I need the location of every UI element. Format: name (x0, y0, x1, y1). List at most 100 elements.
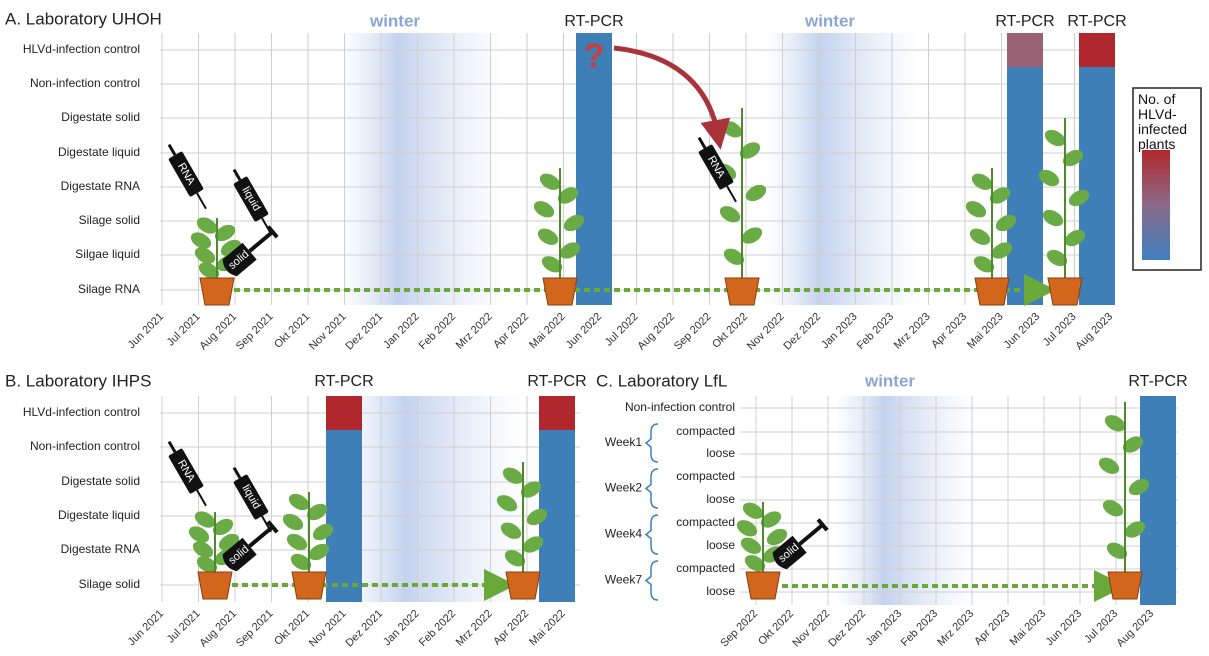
legend-gradient (1142, 150, 1170, 260)
rt-pcr-label: RT-PCR (1067, 13, 1126, 30)
row-label: compacted (676, 515, 735, 529)
row-label: Silage solid (79, 577, 140, 591)
pot (975, 278, 1009, 305)
pcr-bar-segment (539, 396, 575, 430)
month-label: Mai 2023 (965, 311, 1005, 351)
winter-band (765, 33, 920, 305)
leaf (963, 198, 989, 221)
syringe: RNA (692, 134, 743, 206)
month-label: Sep 2021 (234, 311, 276, 353)
row-label: loose (706, 538, 735, 552)
rt-pcr-label: RT-PCR (314, 373, 373, 390)
rt-pcr-label: RT-PCR (1128, 373, 1187, 390)
leaf (1104, 539, 1130, 562)
pot (292, 572, 326, 599)
rt-pcr-label: RT-PCR (995, 13, 1054, 30)
shovel-handle (250, 527, 273, 546)
winter-label: winter (804, 11, 855, 30)
row-label: Silgae liquid (75, 247, 140, 261)
month-label: Dez 2022 (826, 608, 868, 650)
month-label: Aug 2021 (197, 311, 239, 353)
figure: A. Laboratory UHOHwinterwinterJun 2021Ju… (0, 0, 1209, 656)
row-label: Digestate solid (61, 110, 140, 124)
month-label: Apr 2023 (929, 311, 969, 351)
leaf (738, 534, 764, 557)
month-label: Mai 2023 (1008, 608, 1048, 648)
month-label: Apr 2022 (491, 608, 531, 648)
month-label: Jul 2022 (603, 311, 641, 349)
month-label: Mrz 2022 (454, 311, 495, 352)
pcr-bar-segment (1140, 396, 1176, 605)
month-label: Mai 2022 (527, 608, 567, 648)
month-label: Feb 2022 (417, 608, 458, 649)
month-label: Jan 2023 (864, 608, 904, 648)
month-label: Sep 2022 (672, 311, 714, 353)
pot (746, 572, 780, 599)
month-label: Jul 2023 (1041, 311, 1079, 349)
leaf (737, 139, 763, 162)
row-label: compacted (676, 561, 735, 575)
month-label: Feb 2023 (855, 311, 896, 352)
panel-title: B. Laboratory IHPS (5, 371, 151, 390)
leaf (717, 203, 743, 226)
row-label: Digestate RNA (61, 542, 140, 556)
pcr-bar-segment (1079, 67, 1115, 305)
pot (1108, 572, 1142, 599)
shovel-handle (250, 232, 273, 251)
winter-band (340, 33, 505, 305)
leaf (1096, 454, 1122, 477)
pcr-bar-segment (326, 396, 362, 430)
row-label: compacted (676, 469, 735, 483)
leaf (280, 510, 306, 533)
month-label: Sep 2021 (234, 608, 276, 650)
leaf (535, 225, 561, 248)
row-label: Digestate liquid (58, 145, 140, 159)
row-label: Silage solid (79, 213, 140, 227)
month-label: Dez 2021 (343, 608, 385, 650)
month-label: Jul 2021 (165, 311, 203, 349)
legend-title: No. of HLVd-infected plants (1138, 92, 1200, 152)
month-label: Apr 2022 (491, 311, 531, 351)
syringe: RNA (162, 141, 213, 213)
month-label: Mrz 2023 (935, 608, 976, 649)
month-label: Feb 2022 (417, 311, 458, 352)
month-label: Dez 2021 (343, 311, 385, 353)
leaf (967, 225, 993, 248)
row-label: HLVd-infection control (23, 405, 140, 419)
month-label: Nov 2021 (307, 608, 349, 650)
week-label: Week7 (605, 573, 642, 587)
month-label: Dez 2022 (781, 311, 823, 353)
diagram: A. Laboratory UHOHwinterwinterJun 2021Ju… (0, 0, 1209, 656)
bracket (646, 424, 658, 462)
pcr-bar-segment (1007, 33, 1043, 67)
pot (543, 278, 577, 305)
month-label: Nov 2022 (745, 311, 787, 353)
question-mark: ? (584, 37, 605, 75)
month-label: Mai 2022 (527, 311, 567, 351)
pot (725, 278, 759, 305)
transfer-arrow (614, 48, 718, 135)
bracket (646, 561, 658, 600)
leaf (1040, 206, 1066, 229)
row-label: Digestate solid (61, 474, 140, 488)
month-label: Aug 2023 (1114, 608, 1156, 650)
month-label: Mrz 2023 (892, 311, 933, 352)
row-label: Digestate liquid (58, 508, 140, 522)
shovel: solid (770, 516, 830, 571)
week-label: Week2 (605, 481, 642, 495)
panel-title: C. Laboratory LfL (596, 371, 727, 390)
month-label: Jun 2021 (126, 311, 166, 351)
row-label: loose (706, 446, 735, 460)
week-label: Week4 (605, 527, 642, 541)
month-label: Feb 2023 (899, 608, 940, 649)
pcr-bar-segment (1079, 33, 1115, 67)
rt-pcr-label: RT-PCR (564, 13, 623, 30)
month-label: Aug 2022 (635, 311, 677, 353)
winter-label: winter (369, 11, 420, 30)
winter-label: winter (864, 371, 915, 390)
month-label: Okt 2021 (272, 311, 312, 351)
pcr-bar-segment (326, 430, 362, 602)
row-label: Silage RNA (78, 282, 140, 296)
month-label: Sep 2022 (718, 608, 760, 650)
month-label: Apr 2023 (972, 608, 1012, 648)
